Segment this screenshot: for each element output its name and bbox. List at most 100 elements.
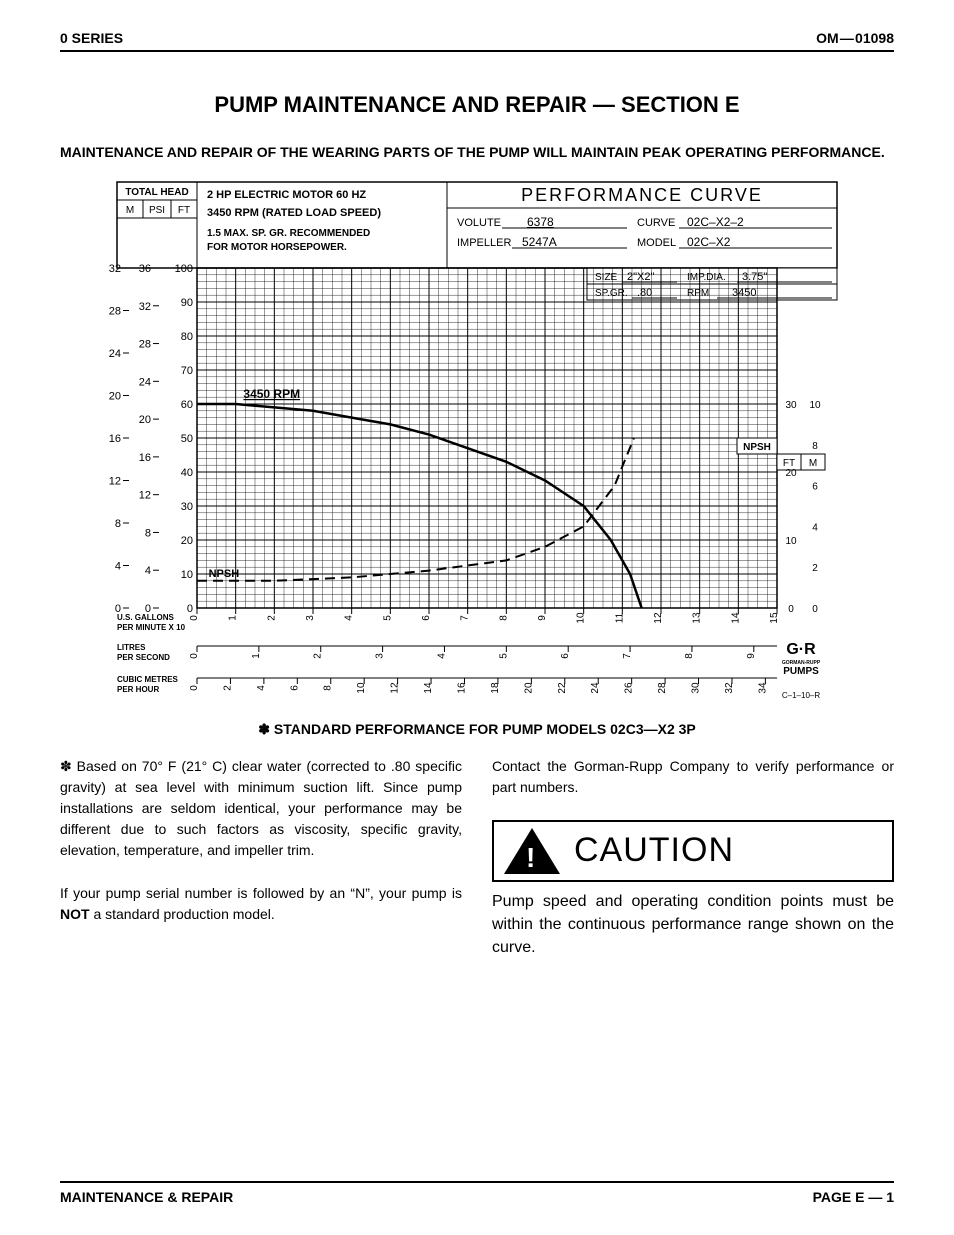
svg-text:10: 10: [356, 682, 367, 694]
svg-text:6378: 6378: [527, 215, 554, 229]
svg-text:9: 9: [537, 614, 548, 620]
svg-text:12: 12: [109, 475, 121, 487]
svg-text:16: 16: [139, 451, 151, 463]
svg-text:2"X2": 2"X2": [627, 271, 654, 283]
svg-text:5: 5: [382, 614, 393, 620]
svg-text:0: 0: [189, 684, 200, 690]
svg-text:IMP.DIA.: IMP.DIA.: [687, 272, 726, 283]
svg-text:70: 70: [181, 365, 193, 377]
disclaimer-paragraph: ✽ Based on 70° F (21° C) clear water (co…: [60, 756, 462, 861]
svg-text:LITRES: LITRES: [117, 643, 146, 652]
svg-text:16: 16: [109, 433, 121, 445]
svg-text:0: 0: [788, 604, 794, 615]
svg-text:8: 8: [323, 684, 334, 690]
svg-text:2 HP ELECTRIC MOTOR 60 HZ: 2 HP ELECTRIC MOTOR 60 HZ: [207, 189, 366, 201]
page-header: 0 SERIES OM — 01098: [60, 30, 894, 52]
svg-text:TOTAL HEAD: TOTAL HEAD: [125, 187, 188, 198]
svg-text:3: 3: [375, 652, 386, 658]
svg-text:28: 28: [109, 305, 121, 317]
svg-text:24: 24: [590, 682, 601, 694]
svg-text:26: 26: [624, 682, 635, 694]
svg-text:8: 8: [498, 614, 509, 620]
page-footer: MAINTENANCE & REPAIR PAGE E — 1: [60, 1181, 894, 1205]
svg-text:M: M: [126, 205, 134, 216]
footer-section: MAINTENANCE & REPAIR: [60, 1189, 233, 1205]
contact-paragraph: Contact the Gorman-Rupp Company to verif…: [492, 756, 894, 798]
svg-text:12: 12: [390, 682, 401, 694]
svg-text:22: 22: [557, 682, 568, 694]
svg-text:10: 10: [181, 569, 193, 581]
svg-text:6: 6: [289, 684, 300, 690]
svg-text:4: 4: [436, 652, 447, 658]
svg-text:24: 24: [109, 348, 121, 360]
svg-text:10: 10: [785, 536, 797, 547]
svg-text:NPSH: NPSH: [743, 442, 771, 453]
svg-text:6: 6: [421, 614, 432, 620]
svg-text:3450: 3450: [732, 287, 756, 299]
svg-text:8: 8: [145, 527, 151, 539]
performance-chart: TOTAL HEADMPSIFT2 HP ELECTRIC MOTOR 60 H…: [97, 178, 857, 713]
svg-text:3.75": 3.75": [742, 271, 767, 283]
svg-text:SIZE: SIZE: [595, 272, 618, 283]
svg-text:FT: FT: [178, 205, 190, 216]
svg-text:M: M: [809, 458, 817, 469]
svg-text:36: 36: [139, 263, 151, 275]
svg-text:13: 13: [692, 612, 703, 624]
svg-text:4: 4: [256, 684, 267, 690]
body-columns: ✽ Based on 70° F (21° C) clear water (co…: [60, 756, 894, 982]
svg-text:20: 20: [523, 682, 534, 694]
svg-text:PERFORMANCE CURVE: PERFORMANCE CURVE: [521, 185, 763, 205]
svg-text:3450 RPM (RATED LOAD SPEED): 3450 RPM (RATED LOAD SPEED): [207, 207, 381, 219]
svg-text:11: 11: [614, 612, 625, 623]
svg-text:8: 8: [115, 518, 121, 530]
svg-text:20: 20: [139, 414, 151, 426]
svg-text:VOLUTE: VOLUTE: [457, 217, 501, 229]
svg-text:30: 30: [785, 400, 797, 411]
svg-text:28: 28: [657, 682, 668, 694]
svg-text:NPSH: NPSH: [209, 567, 240, 579]
svg-text:1: 1: [228, 614, 239, 620]
svg-text:34: 34: [757, 682, 768, 694]
svg-text:PER SECOND: PER SECOND: [117, 653, 170, 662]
svg-text:4: 4: [115, 560, 121, 572]
svg-text:90: 90: [181, 297, 193, 309]
svg-text:32: 32: [109, 263, 121, 275]
svg-text:20: 20: [785, 468, 797, 479]
svg-text:RPM: RPM: [687, 288, 709, 299]
svg-text:PUMPS: PUMPS: [783, 666, 819, 677]
svg-text:1.5 MAX. SP. GR. RECOMMENDED: 1.5 MAX. SP. GR. RECOMMENDED: [207, 228, 370, 239]
caution-paragraph: Pump speed and operating condition point…: [492, 890, 894, 960]
svg-text:30: 30: [181, 501, 193, 513]
svg-text:4: 4: [344, 614, 355, 620]
svg-text:02C–X2–2: 02C–X2–2: [687, 215, 744, 229]
svg-text:7: 7: [622, 652, 633, 658]
svg-text:2: 2: [812, 563, 818, 574]
svg-text:30: 30: [691, 682, 702, 694]
section-title: PUMP MAINTENANCE AND REPAIR — SECTION E: [60, 92, 894, 118]
svg-text:6: 6: [560, 652, 571, 658]
svg-text:40: 40: [181, 467, 193, 479]
serial-note-paragraph: If your pump serial number is followed b…: [60, 883, 462, 925]
svg-text:80: 80: [181, 331, 193, 343]
svg-text:G·R: G·R: [786, 641, 816, 658]
svg-text:10: 10: [576, 612, 587, 624]
svg-text:3450 RPM: 3450 RPM: [243, 387, 300, 401]
svg-text:1: 1: [251, 652, 262, 658]
right-column: Contact the Gorman-Rupp Company to verif…: [492, 756, 894, 982]
svg-text:8: 8: [684, 652, 695, 658]
svg-text:20: 20: [109, 390, 121, 402]
svg-text:MODEL: MODEL: [637, 237, 676, 249]
svg-text:50: 50: [181, 433, 193, 445]
header-doc-id: OM — 01098: [816, 30, 894, 46]
svg-text:CURVE: CURVE: [637, 217, 675, 229]
svg-text:24: 24: [139, 376, 151, 388]
svg-text:0: 0: [812, 604, 818, 615]
svg-text:FOR MOTOR HORSEPOWER.: FOR MOTOR HORSEPOWER.: [207, 242, 347, 253]
svg-text:6: 6: [812, 481, 818, 492]
svg-text:PER HOUR: PER HOUR: [117, 685, 159, 694]
svg-text:CUBIC METRES: CUBIC METRES: [117, 675, 179, 684]
svg-text:12: 12: [653, 612, 664, 624]
svg-text:2: 2: [266, 614, 277, 620]
svg-text:0: 0: [189, 652, 200, 658]
svg-text:5: 5: [498, 652, 509, 658]
